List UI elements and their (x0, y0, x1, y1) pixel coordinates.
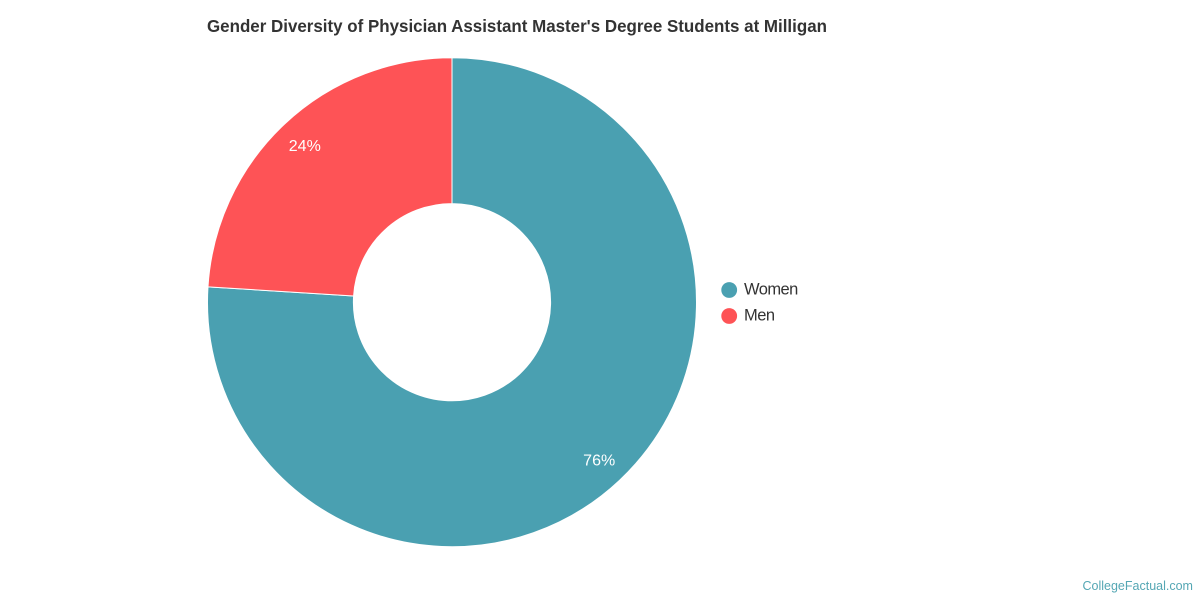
svg-text:Women: Women (744, 280, 798, 298)
svg-text:24%: 24% (289, 138, 321, 155)
svg-text:76%: 76% (583, 452, 615, 469)
svg-text:Men: Men (744, 306, 775, 324)
